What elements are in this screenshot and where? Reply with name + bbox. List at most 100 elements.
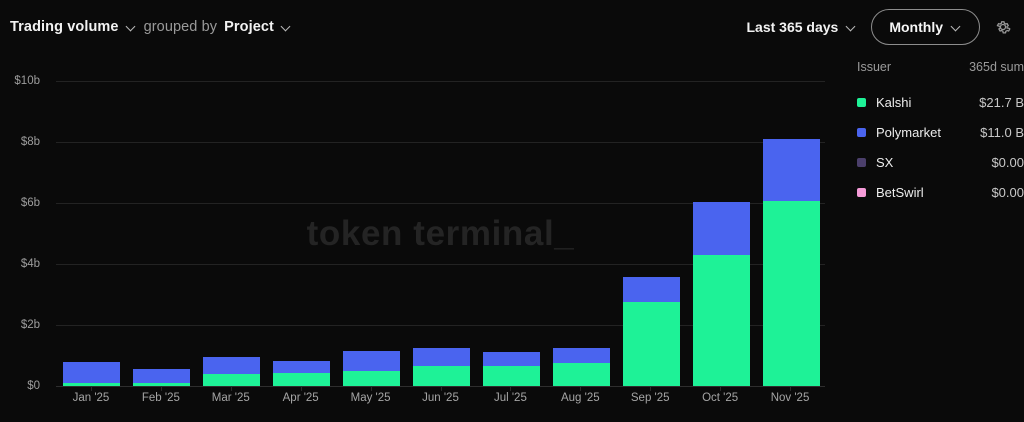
legend-color-swatch bbox=[857, 157, 866, 167]
bar-column[interactable] bbox=[273, 361, 331, 386]
x-axis-tick-label: Sep '25 bbox=[630, 392, 670, 404]
chart-options: Last 365 days Monthly bbox=[747, 0, 1013, 54]
bar-segment-kalshi bbox=[203, 373, 261, 386]
y-axis-tick-label: $8b bbox=[20, 136, 40, 148]
x-axis-tick bbox=[790, 386, 792, 391]
bar-column[interactable] bbox=[203, 357, 261, 386]
x-axis-tick-label: Jul '25 bbox=[493, 392, 527, 404]
legend-item[interactable]: Kalshi $21.7 B bbox=[857, 87, 1024, 117]
legend-item[interactable]: SX $0.00 bbox=[857, 147, 1024, 177]
x-axis-tick bbox=[440, 386, 442, 391]
bar-segment-polymarket bbox=[273, 361, 331, 373]
bar-segment-kalshi bbox=[273, 372, 331, 386]
x-axis-tick-label: Feb '25 bbox=[141, 392, 180, 404]
bar-segment-polymarket bbox=[482, 351, 540, 366]
y-axis-tick-label: $6b bbox=[20, 197, 40, 209]
gear-icon[interactable] bbox=[994, 18, 1012, 36]
legend-item-name: SX bbox=[876, 154, 894, 170]
group-by-selector-label[interactable]: Project bbox=[224, 19, 274, 35]
gridline bbox=[56, 325, 825, 326]
gridline bbox=[56, 142, 825, 143]
bar-segment-kalshi bbox=[133, 382, 191, 386]
bar-column[interactable] bbox=[552, 347, 610, 386]
bar-column[interactable] bbox=[343, 350, 401, 386]
legend-col-value: 365d sum bbox=[969, 60, 1024, 74]
x-axis-tick-label: May '25 bbox=[350, 392, 391, 404]
bar-segment-kalshi bbox=[63, 382, 121, 386]
y-axis-tick-label: $4b bbox=[20, 258, 40, 270]
bar-segment-kalshi bbox=[413, 365, 470, 386]
gridline bbox=[56, 81, 825, 82]
bar-column[interactable] bbox=[63, 361, 121, 386]
x-axis-tick-label: Oct '25 bbox=[702, 392, 739, 404]
x-axis-tick bbox=[90, 386, 92, 391]
bar-column[interactable] bbox=[482, 351, 540, 386]
x-axis-tick-label: Mar '25 bbox=[211, 392, 250, 404]
y-axis-tick-label: $2b bbox=[20, 319, 40, 331]
bar-segment-kalshi bbox=[622, 302, 680, 386]
bar-segment-polymarket bbox=[203, 357, 261, 374]
bar-segment-kalshi bbox=[762, 201, 820, 386]
legend-header: Issuer 365d sum bbox=[857, 60, 1024, 74]
bar-segment-kalshi bbox=[343, 371, 401, 386]
bar-segment-kalshi bbox=[482, 365, 540, 386]
bar-segment-polymarket bbox=[133, 368, 191, 383]
legend-item-value: $0.00 bbox=[991, 184, 1024, 200]
legend-item-value: $11.0 B bbox=[980, 124, 1024, 140]
x-axis-tick bbox=[160, 386, 162, 391]
chart-toolbar: Trading volume grouped by Project Last 3… bbox=[0, 0, 1024, 54]
bar-segment-kalshi bbox=[692, 254, 750, 386]
bar-column[interactable] bbox=[133, 368, 191, 386]
legend-item-value: $21.7 B bbox=[979, 94, 1024, 110]
legend-item-name: Kalshi bbox=[876, 94, 912, 110]
y-axis-tick-label: $10b bbox=[14, 75, 40, 87]
y-axis-tick-label: $0 bbox=[27, 380, 40, 392]
bar-column[interactable] bbox=[622, 277, 680, 386]
chevron-down-icon[interactable] bbox=[281, 22, 292, 33]
gridline bbox=[56, 264, 825, 265]
legend-item[interactable]: Polymarket $11.0 B bbox=[857, 117, 1024, 147]
grouped-by-label: grouped by bbox=[143, 19, 218, 35]
metric-selector-label[interactable]: Trading volume bbox=[10, 19, 119, 35]
chevron-down-icon bbox=[846, 22, 857, 33]
interval-selector[interactable]: Monthly bbox=[871, 9, 980, 45]
chevron-down-icon[interactable] bbox=[126, 22, 137, 33]
x-axis-tick bbox=[370, 386, 372, 391]
legend-item-name: BetSwirl bbox=[876, 184, 924, 200]
bar-segment-polymarket bbox=[413, 347, 470, 366]
date-range-label: Last 365 days bbox=[746, 19, 839, 35]
legend-item[interactable]: BetSwirl $0.00 bbox=[857, 177, 1024, 207]
legend-color-swatch bbox=[857, 187, 866, 197]
legend-item-value: $0.00 bbox=[991, 154, 1024, 170]
x-axis-tick bbox=[580, 386, 582, 391]
chart-plot-area: token terminal_ bbox=[56, 81, 825, 391]
bar-column[interactable] bbox=[762, 138, 820, 386]
bar-column[interactable] bbox=[692, 202, 750, 386]
x-axis-tick-label: Nov '25 bbox=[770, 392, 810, 404]
x-axis-tick-label: Aug '25 bbox=[560, 392, 600, 404]
bar-segment-polymarket bbox=[63, 361, 121, 383]
x-axis: Jan '25 Feb '25 Mar '25 Apr '25 May '25 Jun '… bbox=[56, 392, 825, 414]
x-axis-tick-label: Jan '25 bbox=[72, 392, 110, 404]
bar-segment-polymarket bbox=[552, 347, 610, 364]
date-range-selector[interactable]: Last 365 days bbox=[747, 19, 858, 35]
legend-color-swatch bbox=[857, 97, 866, 107]
bar-segment-kalshi bbox=[552, 363, 610, 386]
x-axis-tick bbox=[510, 386, 512, 391]
chart-title-controls: Trading volume grouped by Project bbox=[10, 0, 292, 54]
chevron-down-icon bbox=[951, 22, 962, 33]
bar-segment-polymarket bbox=[622, 277, 680, 303]
x-axis-tick-label: Apr '25 bbox=[282, 392, 319, 404]
bar-segment-polymarket bbox=[692, 202, 750, 255]
bar-column[interactable] bbox=[413, 347, 470, 386]
bar-series-container bbox=[56, 81, 825, 391]
legend-item-name: Polymarket bbox=[876, 124, 942, 140]
x-axis-tick-label: Jun '25 bbox=[422, 392, 459, 404]
x-axis-tick bbox=[300, 386, 302, 391]
x-axis-tick bbox=[650, 386, 652, 391]
chart-legend: Issuer 365d sum Kalshi $21.7 B Polymarket $… bbox=[857, 60, 1024, 207]
legend-rows: Kalshi $21.7 B Polymarket $11.0 B SX $0.00 Bet… bbox=[857, 87, 1024, 207]
gridline bbox=[56, 203, 825, 204]
bar-segment-polymarket bbox=[343, 350, 401, 372]
